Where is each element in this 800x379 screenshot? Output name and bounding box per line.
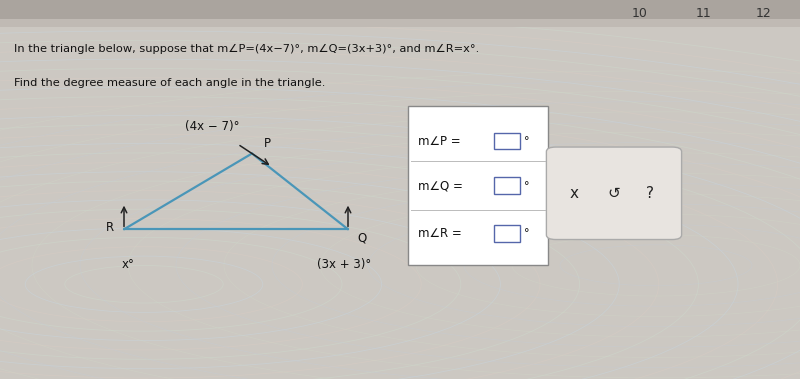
- Text: 12: 12: [756, 7, 772, 20]
- Text: °: °: [524, 181, 530, 191]
- Text: m∠Q =: m∠Q =: [418, 179, 462, 192]
- Text: ↺: ↺: [607, 186, 620, 201]
- Bar: [0, 0, 800, 27]
- Text: 10: 10: [632, 7, 648, 20]
- Text: °: °: [524, 229, 530, 238]
- Text: 11: 11: [696, 7, 712, 20]
- Text: Q: Q: [358, 231, 367, 244]
- Bar: [494, 177, 520, 194]
- Text: °: °: [524, 136, 530, 146]
- FancyBboxPatch shape: [546, 147, 682, 240]
- Bar: [494, 225, 520, 242]
- Text: x: x: [569, 186, 578, 201]
- Text: In the triangle below, suppose that m∠P=(4x−7)°, m∠Q=(3x+3)°, and m∠R=x°.: In the triangle below, suppose that m∠P=…: [14, 44, 480, 53]
- Text: P: P: [264, 138, 271, 150]
- Text: (4x − 7)°: (4x − 7)°: [185, 120, 239, 133]
- Bar: [0, 19, 800, 27]
- Bar: [408, 106, 548, 265]
- Text: Find the degree measure of each angle in the triangle.: Find the degree measure of each angle in…: [14, 78, 326, 88]
- Text: x°: x°: [122, 258, 134, 271]
- Text: m∠R =: m∠R =: [418, 227, 462, 240]
- Text: (3x + 3)°: (3x + 3)°: [317, 258, 371, 271]
- Text: ?: ?: [646, 186, 654, 201]
- Text: R: R: [106, 221, 114, 234]
- Bar: [494, 133, 520, 149]
- Text: m∠P =: m∠P =: [418, 135, 460, 148]
